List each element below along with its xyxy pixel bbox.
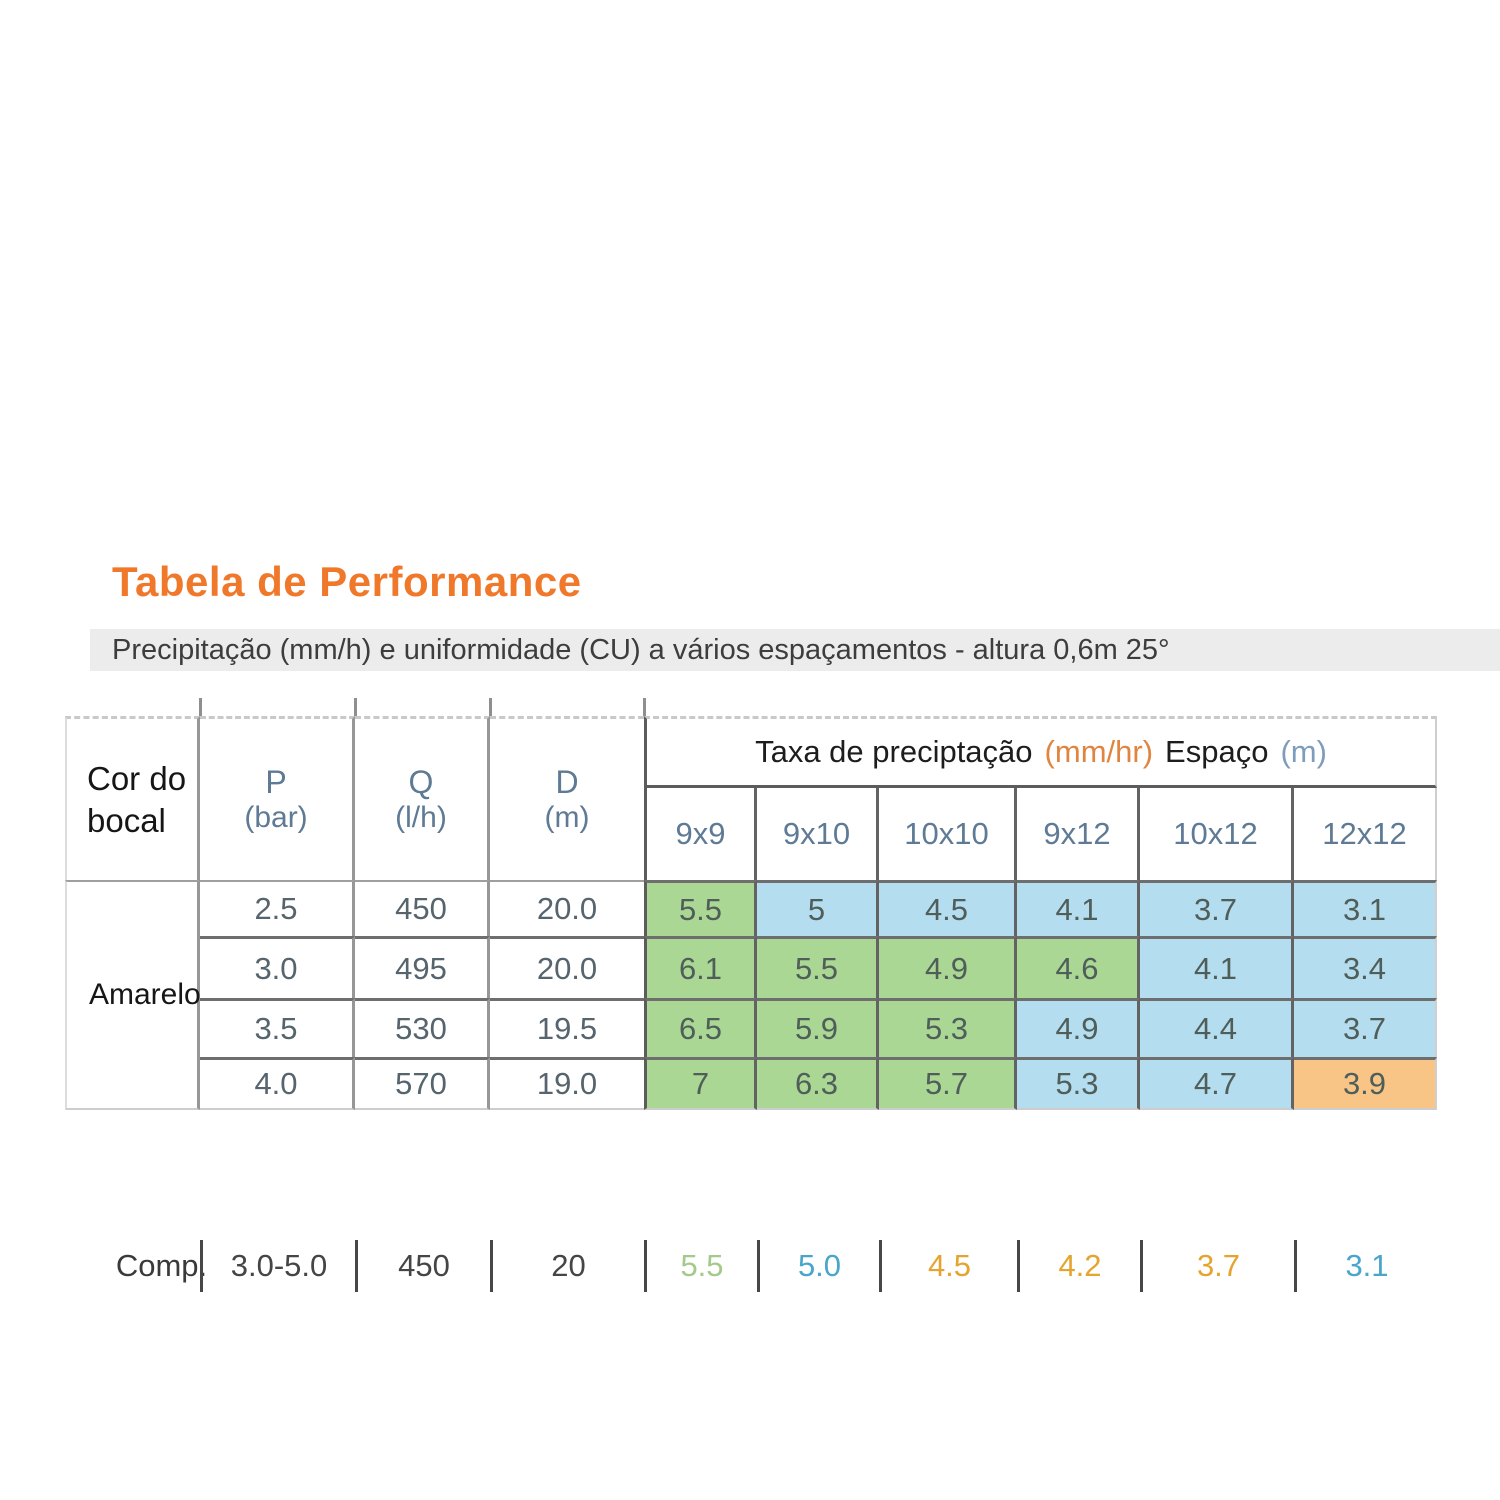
precipitation-cell: 3.7 bbox=[1140, 880, 1294, 936]
comparison-flow: 450 bbox=[355, 1240, 490, 1292]
precipitation-cell: 4.1 bbox=[1140, 936, 1294, 998]
precipitation-cell: 3.1 bbox=[1294, 880, 1437, 936]
precipitation-cell: 4.7 bbox=[1140, 1057, 1294, 1110]
diameter-column-header: D (m) bbox=[490, 716, 644, 880]
diameter-value: 20.0 bbox=[490, 880, 644, 936]
comparison-value: 5.5 bbox=[644, 1240, 757, 1292]
flow-symbol: Q bbox=[408, 763, 434, 800]
comparison-label: Comp. bbox=[115, 1248, 208, 1283]
comparison-value: 3.7 bbox=[1140, 1240, 1294, 1292]
pressure-value: 3.5 bbox=[200, 998, 355, 1057]
flow-column-header: Q (l/h) bbox=[355, 716, 490, 880]
column-tick-mark bbox=[643, 698, 646, 717]
flow-value: 495 bbox=[355, 936, 490, 998]
group-label2: Espaço bbox=[1165, 734, 1269, 769]
diameter-unit: (m) bbox=[544, 800, 590, 834]
spacing-header-10x12: 10x12 bbox=[1140, 788, 1294, 880]
precipitation-cell: 7 bbox=[644, 1057, 757, 1110]
precipitation-cell: 4.9 bbox=[879, 936, 1017, 998]
comparison-value: 3.1 bbox=[1294, 1240, 1437, 1292]
precipitation-cell: 4.4 bbox=[1140, 998, 1294, 1057]
precipitation-cell: 5.3 bbox=[879, 998, 1017, 1057]
precipitation-group-header: Taxa de preciptação (mm/hr) Espaço (m) bbox=[644, 716, 1437, 788]
pressure-value: 2.5 bbox=[200, 880, 355, 936]
spacing-header-10x10: 10x10 bbox=[879, 788, 1017, 880]
pressure-column-header: P (bar) bbox=[200, 716, 355, 880]
precipitation-cell: 3.7 bbox=[1294, 998, 1437, 1057]
precipitation-cell: 6.3 bbox=[757, 1057, 879, 1110]
diameter-symbol: D bbox=[555, 763, 579, 800]
precipitation-cell: 5.9 bbox=[757, 998, 879, 1057]
spacing-header-9x10: 9x10 bbox=[757, 788, 879, 880]
comparison-row: Comp. 3.0-5.0 450 20 5.5 5.0 4.5 4.2 3.7… bbox=[65, 1240, 1437, 1292]
pressure-value: 4.0 bbox=[200, 1057, 355, 1110]
comparison-value: 5.0 bbox=[757, 1240, 879, 1292]
group-label-unit: (mm/hr) bbox=[1044, 734, 1154, 769]
spacing-header-12x12: 12x12 bbox=[1294, 788, 1437, 880]
spacing-header-9x12: 9x12 bbox=[1017, 788, 1140, 880]
precipitation-cell: 3.9 bbox=[1294, 1057, 1437, 1110]
group-label: Taxa de preciptação bbox=[755, 734, 1033, 769]
diameter-value: 19.5 bbox=[490, 998, 644, 1057]
diameter-value: 19.0 bbox=[490, 1057, 644, 1110]
precipitation-cell: 3.4 bbox=[1294, 936, 1437, 998]
precipitation-cell: 5.5 bbox=[644, 880, 757, 936]
flow-value: 530 bbox=[355, 998, 490, 1057]
column-tick-mark bbox=[354, 698, 357, 717]
column-tick-mark bbox=[199, 698, 202, 717]
page-title: Tabela de Performance bbox=[112, 558, 582, 605]
comparison-pressure: 3.0-5.0 bbox=[200, 1240, 355, 1292]
precipitation-cell: 4.9 bbox=[1017, 998, 1140, 1057]
performance-table: Cor do bocal P (bar) Q (l/h) D (m) Taxa … bbox=[65, 716, 1437, 1110]
nozzle-color-label: Amarelo bbox=[65, 880, 201, 1110]
subtitle-band: Precipitação (mm/h) e uniformidade (CU) … bbox=[90, 629, 1500, 671]
precipitation-cell: 6.1 bbox=[644, 936, 757, 998]
comparison-value: 4.2 bbox=[1017, 1240, 1140, 1292]
comparison-diameter: 20 bbox=[490, 1240, 644, 1292]
precipitation-cell: 5 bbox=[757, 880, 879, 936]
column-tick-mark bbox=[489, 698, 492, 717]
pressure-value: 3.0 bbox=[200, 936, 355, 998]
comparison-value: 4.5 bbox=[879, 1240, 1017, 1292]
precipitation-cell: 5.7 bbox=[879, 1057, 1017, 1110]
flow-unit: (l/h) bbox=[395, 800, 447, 834]
spacing-header-9x9: 9x9 bbox=[644, 788, 757, 880]
flow-value: 450 bbox=[355, 880, 490, 936]
precipitation-cell: 5.3 bbox=[1017, 1057, 1140, 1110]
pressure-symbol: P bbox=[265, 763, 287, 800]
precipitation-cell: 4.1 bbox=[1017, 880, 1140, 936]
page-subtitle: Precipitação (mm/h) e uniformidade (CU) … bbox=[112, 633, 1170, 666]
nozzle-color-column-header: Cor do bocal bbox=[65, 716, 200, 880]
pressure-unit: (bar) bbox=[244, 800, 308, 834]
precipitation-cell: 4.6 bbox=[1017, 936, 1140, 998]
precipitation-cell: 4.5 bbox=[879, 880, 1017, 936]
group-label2-unit: (m) bbox=[1280, 734, 1327, 769]
precipitation-cell: 5.5 bbox=[757, 936, 879, 998]
flow-value: 570 bbox=[355, 1057, 490, 1110]
precipitation-cell: 6.5 bbox=[644, 998, 757, 1057]
diameter-value: 20.0 bbox=[490, 936, 644, 998]
